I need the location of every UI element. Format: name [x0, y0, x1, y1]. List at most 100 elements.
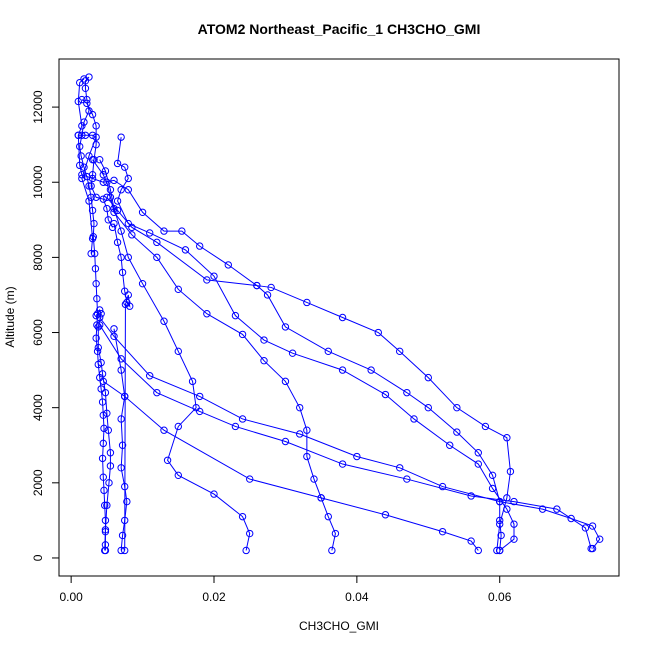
data-point [117, 415, 125, 423]
data-point [188, 377, 197, 386]
data-point [303, 298, 311, 307]
data-point [99, 439, 107, 448]
data-point [396, 347, 404, 356]
data-point [108, 223, 117, 232]
data-point [88, 174, 97, 183]
data-point [438, 527, 447, 536]
data-point [117, 253, 125, 262]
data-point [488, 484, 497, 493]
data-point [78, 122, 86, 130]
data-point [246, 475, 254, 483]
data-point [596, 535, 604, 543]
data-point [246, 529, 254, 538]
data-point [92, 133, 100, 141]
data-point [181, 246, 190, 254]
data-point [124, 253, 132, 262]
data-point [80, 75, 88, 83]
data-point [78, 171, 86, 179]
data-point [281, 377, 290, 386]
data-point [496, 497, 504, 506]
data-point [303, 452, 311, 461]
data-point [331, 529, 340, 538]
data-point [510, 520, 518, 528]
y-axis-label: Altitude (m) [3, 286, 17, 347]
data-point [381, 390, 390, 399]
data-point [153, 253, 161, 262]
data-point [196, 392, 204, 401]
data-point [92, 334, 100, 342]
series-points [74, 73, 604, 555]
data-point [99, 473, 107, 481]
x-axis: 0.00 0.02 0.04 0.06 [59, 575, 512, 604]
data-point [117, 355, 125, 363]
data-point [93, 310, 102, 318]
data-point [110, 176, 118, 185]
data-point [353, 452, 361, 461]
data-point [263, 291, 272, 299]
data-point [100, 486, 108, 495]
data-point [510, 535, 518, 543]
data-point [581, 524, 590, 532]
data-point [78, 174, 86, 183]
data-point [324, 512, 332, 521]
y-tick-label: 10000 [31, 165, 45, 199]
data-point [178, 227, 186, 235]
data-point [210, 272, 218, 280]
data-point [74, 97, 82, 106]
data-point [160, 317, 168, 325]
data-point [496, 520, 504, 528]
data-point [113, 238, 122, 247]
data-point [117, 464, 125, 472]
data-point [78, 95, 86, 104]
data-point [117, 546, 125, 555]
data-point [317, 494, 325, 502]
data-point [121, 516, 129, 525]
data-point [88, 110, 97, 119]
data-point [110, 204, 118, 213]
data-point [474, 460, 482, 468]
data-point [138, 208, 147, 217]
data-point [91, 249, 99, 258]
data-point [496, 516, 504, 525]
data-point [110, 332, 118, 340]
data-point [98, 370, 107, 378]
data-point [110, 219, 118, 228]
data-point [94, 343, 102, 352]
profile-line-14 [81, 99, 114, 228]
data-point [106, 462, 115, 470]
x-tick-label: 0.00 [59, 590, 83, 604]
data-point [90, 219, 98, 228]
data-point [481, 422, 490, 431]
data-point [101, 501, 109, 510]
data-point [506, 467, 515, 476]
data-point [93, 347, 102, 356]
data-point [101, 541, 110, 549]
data-point [126, 302, 134, 310]
profile-line-7 [99, 317, 601, 549]
data-point [367, 366, 375, 374]
data-point [74, 131, 82, 139]
data-point [467, 492, 475, 500]
data-point [488, 471, 497, 480]
data-point [87, 193, 95, 201]
data-point [106, 193, 115, 201]
data-point [103, 193, 111, 201]
data-point [260, 336, 268, 344]
data-point [81, 131, 90, 139]
data-point [497, 531, 505, 540]
data-point [403, 388, 411, 397]
data-point [121, 392, 129, 401]
profile-line-1 [79, 76, 106, 551]
data-point [99, 377, 107, 386]
data-point [260, 357, 268, 365]
data-point [124, 291, 132, 299]
data-point [338, 460, 347, 468]
data-point [121, 482, 129, 491]
data-point [146, 229, 154, 237]
data-point [338, 313, 347, 322]
data-point [97, 358, 105, 367]
x-axis-label: CH3CHO_GMI [299, 619, 379, 633]
data-point [92, 193, 100, 201]
data-point [90, 155, 98, 164]
